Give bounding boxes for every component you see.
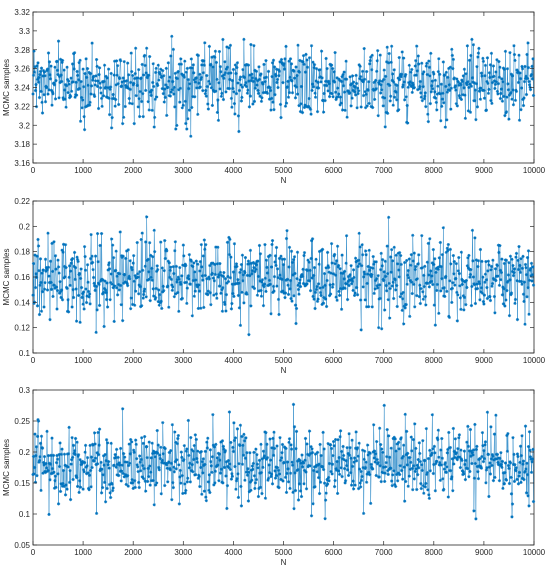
- y-tick-label: 0.14: [14, 298, 30, 307]
- x-tick-label: 1000: [74, 548, 92, 557]
- x-tick-label: 10000: [523, 548, 546, 557]
- y-tick-label: 0.1: [19, 510, 31, 519]
- x-tick-label: 10000: [523, 356, 546, 365]
- x-tick-label: 9000: [475, 548, 493, 557]
- x-tick-label: 4000: [225, 548, 243, 557]
- y-tick-label: 3.3: [19, 27, 31, 36]
- y-tick-label: 0.22: [14, 197, 30, 206]
- y-tick-label: 3.16: [14, 159, 30, 168]
- x-tick-label: 8000: [425, 166, 443, 175]
- series-markers: [31, 34, 536, 138]
- x-tick-label: 0: [31, 548, 36, 557]
- y-tick-label: 0.16: [14, 273, 30, 282]
- y-tick-label: 0.3: [19, 386, 31, 395]
- x-tick-label: 7000: [375, 548, 393, 557]
- y-axis-label: MCMC samples: [2, 249, 11, 306]
- y-tick-label: 0.18: [14, 248, 30, 257]
- x-tick-label: 3000: [174, 356, 192, 365]
- y-tick-label: 3.28: [14, 46, 30, 55]
- x-tick-label: 8000: [425, 548, 443, 557]
- x-tick-label: 0: [31, 166, 36, 175]
- x-tick-label: 3000: [174, 166, 192, 175]
- x-axis-label: N: [281, 176, 287, 185]
- series-line: [32, 216, 534, 335]
- x-tick-label: 6000: [325, 548, 343, 557]
- chart-panel-3: 0 1000 2000 3000 4000 5000 6000 7000 8000 9000 100…: [2, 386, 546, 567]
- x-tick-label: 4000: [225, 166, 243, 175]
- chart-panel-1: 0 1000 2000 3000 4000 5000 6000 7000 8000 9000 100…: [2, 8, 546, 185]
- y-tick-label: 3.18: [14, 140, 30, 149]
- x-tick-label: 7000: [375, 356, 393, 365]
- x-tick-label: 6000: [325, 166, 343, 175]
- y-tick-label: 3.2: [19, 121, 31, 130]
- x-tick-label: 9000: [475, 356, 493, 365]
- x-tick-label: 5000: [275, 356, 293, 365]
- x-tick-label: 9000: [475, 166, 493, 175]
- y-tick-label: 0.15: [14, 479, 30, 488]
- y-tick-label: 3.24: [14, 84, 30, 93]
- y-tick-label: 3.22: [14, 102, 30, 111]
- series-markers: [31, 402, 536, 521]
- y-tick-label: 3.32: [14, 8, 30, 17]
- x-tick-label: 1000: [74, 166, 92, 175]
- y-tick-label: 3.26: [14, 65, 30, 74]
- y-tick-label: 0.1: [19, 349, 31, 358]
- x-tick-label: 7000: [375, 166, 393, 175]
- x-tick-label: 5000: [275, 166, 293, 175]
- x-tick-label: 2000: [124, 548, 142, 557]
- x-tick-label: 2000: [124, 356, 142, 365]
- x-tick-label: 3000: [174, 548, 192, 557]
- y-tick-label: 0.25: [14, 417, 30, 426]
- y-axis-label: MCMC samples: [2, 439, 11, 496]
- x-axis-label: N: [281, 366, 287, 375]
- x-tick-label: 0: [31, 356, 36, 365]
- x-tick-label: 5000: [275, 548, 293, 557]
- x-axis-label: N: [281, 558, 287, 567]
- x-tick-label: 6000: [325, 356, 343, 365]
- y-tick-label: 0.12: [14, 324, 30, 333]
- chart-panel-2: 0 1000 2000 3000 4000 5000 6000 7000 8000 9000 100…: [2, 197, 546, 375]
- x-tick-label: 1000: [74, 356, 92, 365]
- series-line: [32, 36, 534, 137]
- series-markers: [31, 215, 536, 337]
- x-tick-label: 10000: [523, 166, 546, 175]
- x-tick-label: 4000: [225, 356, 243, 365]
- x-tick-label: 8000: [425, 356, 443, 365]
- y-tick-label: 0.05: [14, 541, 30, 550]
- y-axis-label: MCMC samples: [2, 59, 11, 116]
- x-tick-label: 2000: [124, 166, 142, 175]
- y-tick-label: 0.2: [19, 448, 31, 457]
- y-tick-label: 0.2: [19, 222, 31, 231]
